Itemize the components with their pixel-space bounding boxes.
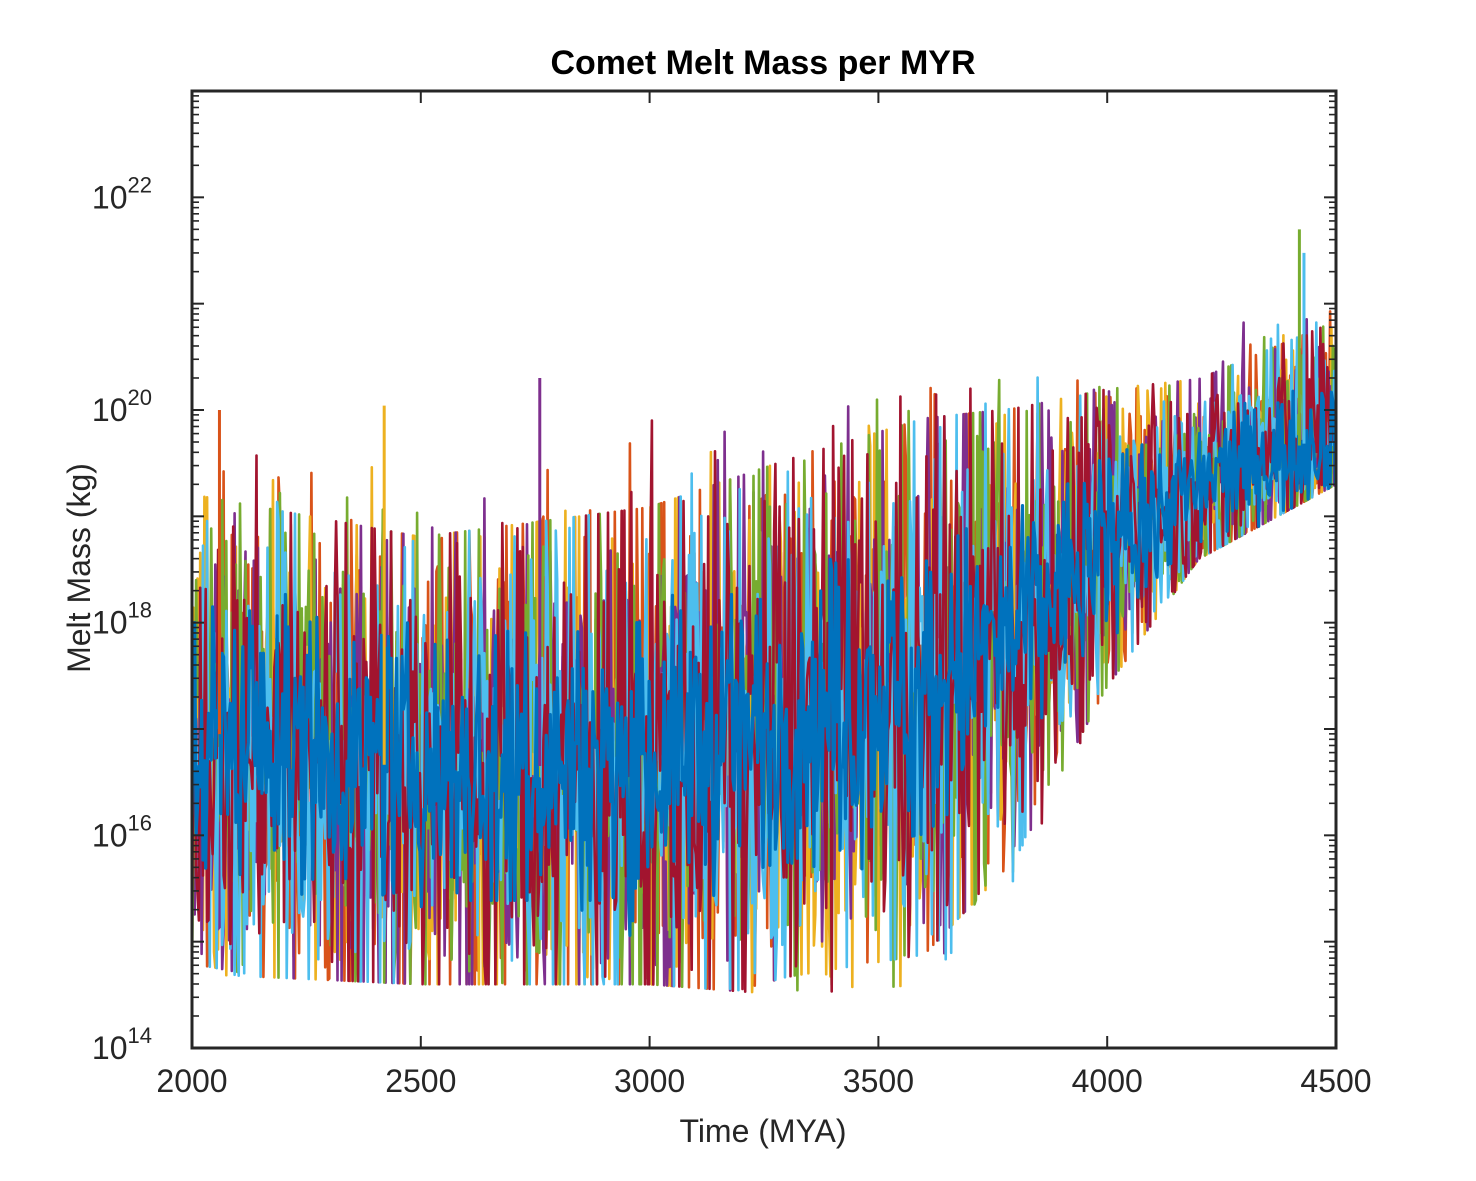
y-tick-label: 1022 — [92, 172, 152, 215]
x-tick-label: 4500 — [1300, 1063, 1371, 1099]
x-tick-label: 2000 — [156, 1063, 227, 1099]
y-tick-label: 1014 — [92, 1023, 152, 1066]
ticks: 2000 2500 3000 3500 4000 4500 1014 1016 1018 1020… — [92, 90, 1372, 1099]
y-axis-label: Melt Mass (kg) — [61, 463, 97, 673]
y-tick-label: 1016 — [92, 810, 152, 853]
plot-frame — [190, 89, 1338, 1050]
x-tick-label: 4000 — [1072, 1063, 1143, 1099]
series-lines — [192, 229, 1336, 994]
y-tick-label: 1020 — [92, 385, 152, 428]
x-tick-label: 3000 — [614, 1063, 685, 1099]
series-line-6 — [192, 389, 1336, 937]
chart-title: Comet Melt Mass per MYR — [550, 44, 975, 82]
y-tick-label: 1018 — [92, 598, 152, 641]
x-axis-label: Time (MYA) — [679, 1113, 846, 1149]
x-tick-label: 2500 — [385, 1063, 456, 1099]
x-tick-label: 3500 — [843, 1063, 914, 1099]
